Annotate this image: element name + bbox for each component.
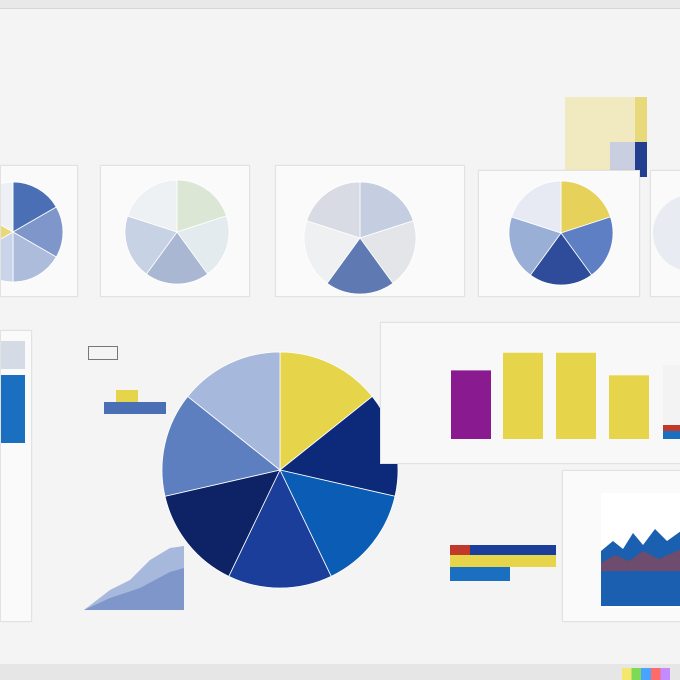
main-label-box bbox=[88, 346, 118, 360]
pie-1-slice bbox=[1, 231, 14, 283]
left-side-panel[interactable] bbox=[0, 330, 32, 622]
pie-1-slice bbox=[12, 181, 57, 233]
pie-4-slice bbox=[511, 180, 562, 234]
pie-panel-4[interactable] bbox=[478, 170, 640, 297]
bar bbox=[609, 375, 649, 439]
pie-1-slice bbox=[1, 181, 14, 233]
pie-2-slice bbox=[145, 231, 209, 285]
pie-1-slice bbox=[12, 231, 57, 283]
bar bbox=[503, 352, 543, 439]
pie-panel-2[interactable] bbox=[100, 165, 250, 297]
pie-3-slice bbox=[303, 220, 361, 284]
main-pie-chart[interactable] bbox=[150, 335, 410, 605]
pie-3-slice bbox=[359, 181, 414, 239]
stacked-bar-segment bbox=[663, 425, 680, 431]
bar-chart-panel[interactable] bbox=[380, 322, 680, 464]
pie-4-slice bbox=[508, 216, 562, 276]
pie-3-slice bbox=[359, 220, 417, 284]
legend-swatch bbox=[635, 142, 647, 177]
pie-5-slice bbox=[653, 196, 680, 270]
pie-2-slice bbox=[176, 215, 230, 275]
left-panel-top-swatch bbox=[1, 341, 25, 369]
stacked-strip bbox=[450, 545, 556, 581]
main-area-chart bbox=[80, 540, 190, 615]
pie-4-slice bbox=[560, 216, 614, 276]
main-legend-swatch bbox=[116, 390, 138, 402]
main-pie-slice bbox=[279, 469, 396, 577]
main-pie-slice bbox=[161, 395, 281, 497]
legend-swatch bbox=[565, 97, 635, 142]
pie-2-slice bbox=[176, 179, 227, 233]
pie-2-slice bbox=[127, 179, 178, 233]
pie-4-slice bbox=[529, 232, 593, 286]
bar bbox=[556, 352, 596, 439]
pie-3-slice bbox=[326, 237, 394, 295]
stacked-bar-segment bbox=[663, 365, 680, 425]
area-map-panel[interactable] bbox=[562, 470, 680, 622]
main-pie-slice bbox=[187, 351, 281, 471]
pie-1-slice bbox=[12, 206, 64, 258]
pie-3-slice bbox=[306, 181, 361, 239]
pie-2-slice bbox=[124, 215, 178, 275]
status-color-swatches bbox=[622, 668, 670, 680]
main-pie-slice bbox=[228, 469, 332, 589]
color-legend bbox=[565, 97, 647, 177]
bar bbox=[451, 370, 491, 439]
legend-swatch bbox=[635, 97, 647, 142]
main-legend-bar bbox=[104, 402, 166, 414]
pie-4-slice bbox=[560, 180, 611, 234]
status-bar bbox=[0, 664, 680, 680]
main-pie-slice bbox=[279, 351, 373, 471]
pie-panel-5[interactable] bbox=[650, 170, 680, 297]
pie-panel-3[interactable] bbox=[275, 165, 465, 297]
stacked-bar-segment bbox=[663, 431, 680, 439]
pie-panel-1[interactable] bbox=[0, 165, 78, 297]
left-panel-blue-bar bbox=[1, 375, 25, 443]
pie-1-slice bbox=[1, 224, 14, 240]
main-pie-slice bbox=[164, 469, 281, 577]
window-title-bar bbox=[0, 0, 680, 9]
